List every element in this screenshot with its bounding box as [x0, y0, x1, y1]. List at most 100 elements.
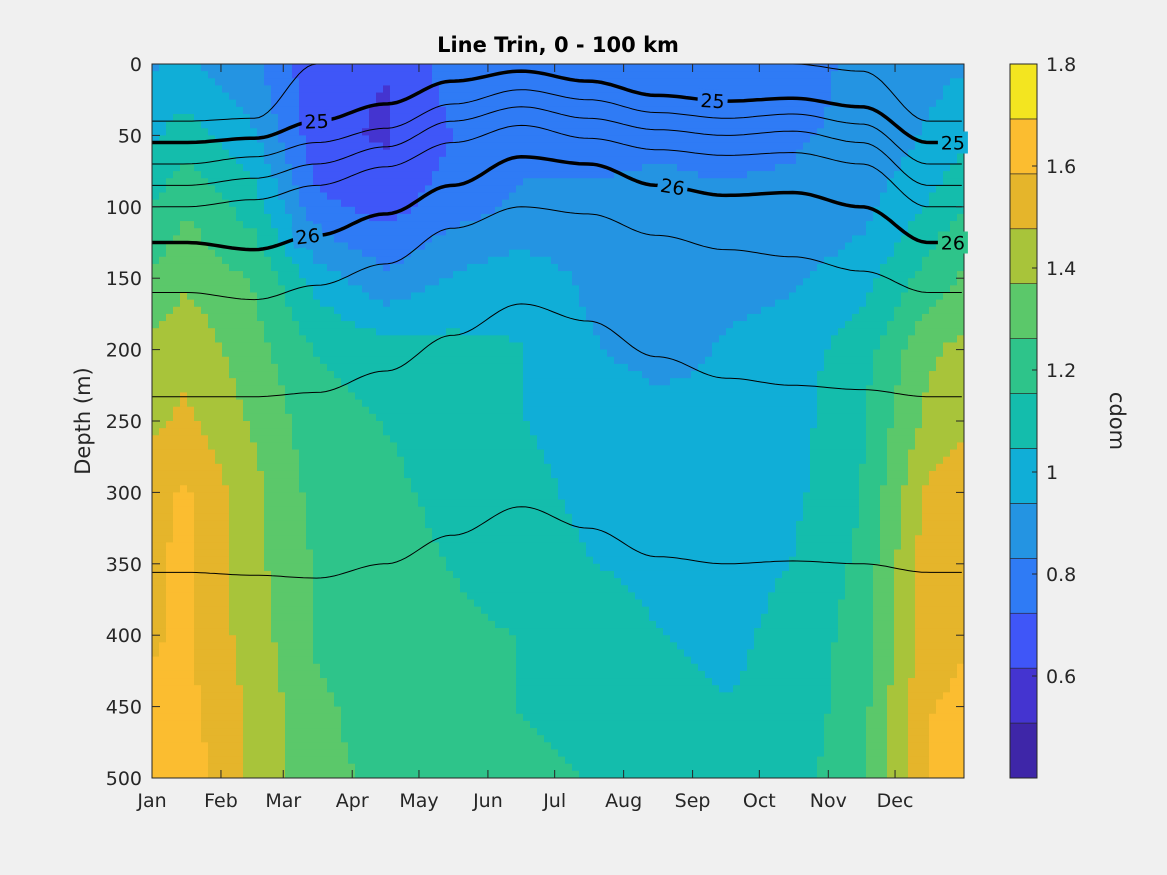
cdom-cell [390, 421, 398, 429]
cdom-cell [481, 485, 489, 493]
cdom-cell [474, 570, 482, 579]
cdom-cell [320, 128, 328, 136]
cdom-cell [278, 221, 286, 229]
cdom-cell [418, 685, 426, 693]
cdom-cell [411, 585, 419, 593]
cdom-cell [369, 135, 377, 144]
cdom-cell [425, 342, 433, 351]
cdom-cell [432, 399, 440, 408]
cdom-cell [159, 278, 167, 286]
cdom-cell [474, 442, 482, 451]
cdom-cell [404, 228, 412, 236]
cdom-cell [257, 678, 265, 686]
cdom-cell [180, 613, 188, 622]
cdom-cell [222, 692, 230, 701]
cdom-cell [474, 770, 482, 778]
cdom-cell [222, 449, 230, 458]
cdom-cell [299, 263, 307, 272]
cdom-cell [236, 520, 244, 529]
cdom-cell [215, 85, 223, 94]
cdom-cell [488, 121, 496, 129]
cdom-cell [271, 185, 279, 194]
cdom-cell [173, 406, 181, 415]
cdom-cell [222, 713, 230, 722]
cdom-cell [474, 706, 482, 715]
cdom-cell [495, 306, 503, 315]
cdom-cell [194, 335, 202, 344]
cdom-cell [285, 613, 293, 622]
cdom-cell [271, 535, 279, 543]
cdom-cell [411, 520, 419, 529]
cdom-cell [404, 335, 412, 344]
cdom-cell [453, 528, 461, 536]
cdom-cell [292, 106, 300, 115]
cdom-cell [173, 299, 181, 308]
cdom-cell [341, 685, 349, 693]
cdom-cell [369, 506, 377, 515]
cdom-cell [418, 321, 426, 329]
cdom-cell [278, 185, 286, 194]
cdom-cell [425, 528, 433, 536]
cdom-cell [327, 720, 335, 729]
cdom-cell [495, 313, 503, 322]
cdom-cell [264, 285, 272, 294]
cdom-cell [222, 485, 230, 493]
cdom-cell [397, 78, 405, 87]
cdom-cell [194, 99, 202, 108]
cdom-cell [355, 128, 363, 136]
cdom-cell [341, 349, 349, 358]
cdom-cell [376, 192, 384, 201]
cdom-cell [306, 478, 314, 486]
cdom-cell [243, 328, 251, 336]
cdom-cell [348, 235, 356, 244]
cdom-cell [432, 192, 440, 201]
cdom-cell [327, 235, 335, 244]
cdom-cell [222, 506, 230, 515]
cdom-cell [166, 263, 174, 272]
cdom-cell [334, 385, 342, 394]
cdom-cell [397, 249, 405, 258]
cdom-cell [474, 342, 482, 351]
cdom-cell [397, 392, 405, 401]
cdom-cell [152, 535, 160, 543]
cdom-cell [460, 235, 468, 244]
cdom-cell [222, 142, 230, 151]
cdom-cell [173, 85, 181, 94]
cdom-cell [271, 392, 279, 401]
cdom-cell [467, 549, 475, 558]
cdom-cell [460, 149, 468, 158]
cdom-cell [159, 513, 167, 522]
cdom-cell [278, 770, 286, 778]
cdom-cell [208, 221, 216, 229]
cdom-cell [208, 699, 216, 708]
cdom-cell [404, 371, 412, 379]
cdom-cell [285, 235, 293, 244]
cdom-cell [495, 435, 503, 444]
cdom-cell [348, 585, 356, 593]
cdom-cell [222, 678, 230, 686]
cdom-cell [243, 713, 251, 722]
cdom-cell [180, 342, 188, 351]
cdom-cell [320, 221, 328, 229]
cdom-cell [334, 749, 342, 758]
cdom-cell [460, 64, 468, 72]
cdom-cell [313, 306, 321, 315]
cdom-cell [390, 349, 398, 358]
cdom-cell [313, 371, 321, 379]
cdom-cell [355, 221, 363, 229]
cdom-cell [215, 456, 223, 465]
cdom-cell [404, 278, 412, 286]
cdom-cell [292, 313, 300, 322]
cdom-cell [264, 128, 272, 136]
cdom-cell [348, 706, 356, 715]
cdom-cell [390, 535, 398, 543]
cdom-cell [411, 406, 419, 415]
cdom-cell [257, 628, 265, 636]
cdom-cell [208, 342, 216, 351]
cdom-cell [292, 92, 300, 101]
cdom-cell [166, 228, 174, 236]
cdom-cell [355, 285, 363, 294]
cdom-cell [439, 378, 447, 386]
cdom-cell [222, 121, 230, 129]
cdom-cell [166, 163, 174, 172]
